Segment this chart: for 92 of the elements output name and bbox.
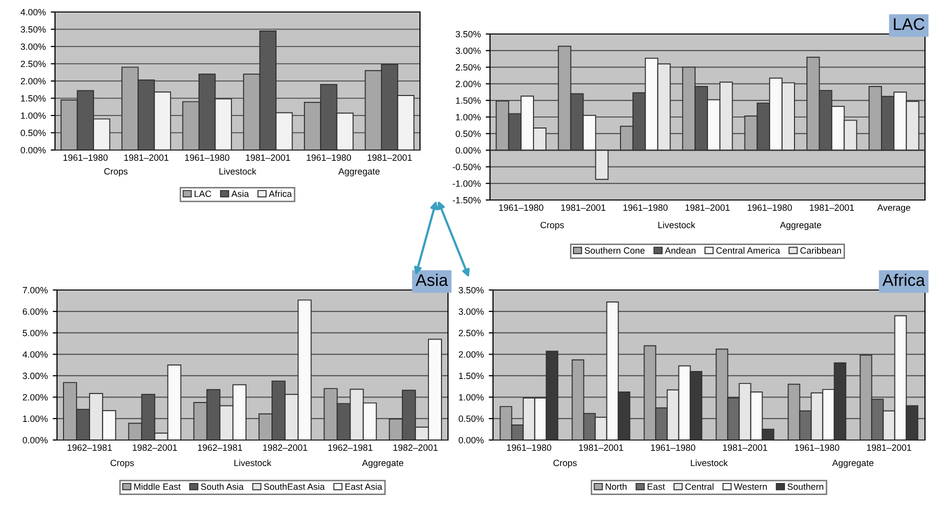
y-tick-label: 3.50% [20,26,46,33]
x-tick-label: 1962–1981 [198,444,242,451]
chart-title: Africa [882,274,925,286]
text: Livestock [690,460,728,466]
legend-label: East Asia [345,483,382,490]
x-tick-label: 1961–1980 [507,444,552,451]
text: Aggregate [362,460,404,468]
x-tick-label: 1962–1981 [328,444,372,451]
legend-label: Southern Cone [584,247,645,254]
y-tick-label: 2.00% [458,351,484,358]
y-tick-label: 1.00% [21,112,46,119]
x-tick-label: 1961–1980 [64,154,108,161]
x-tick-label: 1961–1980 [748,204,792,211]
y-tick-label: 0.00% [456,147,481,154]
legend-label: North [606,483,627,490]
y-tick-label: 3.00% [456,48,481,54]
y-tick-label: 3.00% [20,43,46,50]
legend-label: Andean [664,247,696,254]
y-tick-label: 3.00% [22,372,48,380]
y-tick-label: 2.00% [20,78,46,84]
x-tick-label: Average [877,204,910,213]
y-tick-label: 2.00% [456,80,481,88]
legend-label: LAC [194,190,212,197]
legend-label: Central [685,483,714,490]
y-tick-label: 1.50% [21,95,46,102]
text: Livestock [658,222,696,228]
y-tick-label: -1.50% [452,196,481,204]
text: Livestock [234,460,272,466]
y-tick-label: 2.50% [458,330,484,336]
x-tick-label: 1961–1980 [795,444,840,451]
legend-label: Southern [788,483,824,490]
chart-title: Asia [416,274,448,286]
x-tick-label: 1961–1980 [185,154,230,161]
chart-title: LAC [894,18,924,30]
legend-label: Western [734,484,767,490]
y-tick-label: 2.00% [22,394,48,401]
text: Crops [540,222,564,230]
x-tick-label: 1961–1980 [651,444,696,451]
y-tick-label: -0.50% [452,164,481,170]
y-tick-label: 2.50% [20,60,46,68]
legend-label: Middle East [134,483,181,490]
y-tick-label: 0.50% [456,130,481,137]
y-tick-label: 0.00% [20,146,46,154]
y-tick-label: 3.50% [458,286,484,294]
text: Aggregate [780,222,822,230]
x-tick-label: 1961–1980 [623,204,668,211]
y-tick-label: 0.50% [458,416,484,422]
y-tick-label: 3.00% [458,308,484,315]
y-tick-label: 0.00% [22,436,48,444]
y-tick-label: 3.50% [456,30,481,38]
y-tick-label: 5.00% [22,330,48,336]
text: Aggregate [338,168,380,176]
legend-label: Africa [268,190,292,197]
y-tick-label: 4.00% [22,351,48,358]
x-tick-label: 1981–2001 [867,444,912,451]
legend-label: SouthEast Asia [264,483,325,490]
x-tick-label: 1981–2001 [810,204,854,211]
x-tick-label: 1962–1981 [68,444,112,451]
legend-label: Asia [231,190,249,197]
legend-label: East [648,484,665,490]
y-tick-label: 1.00% [23,416,48,422]
x-tick-label: 1981–2001 [246,154,290,161]
x-tick-label: 1981–2001 [579,444,624,451]
y-tick-label: 4.00% [20,8,46,16]
y-tick-label: -1.00% [452,180,481,187]
y-tick-label: 0.00% [458,436,484,444]
legend-label: Central America [716,247,780,254]
x-tick-label: 1981–2001 [124,154,168,161]
x-tick-label: 1981–2001 [561,204,606,211]
text: Crops [553,460,577,468]
legend-label: Caribbean [800,247,841,254]
x-tick-label: 1981–2001 [686,204,730,211]
y-tick-label: 2.50% [456,64,481,71]
x-tick-label: 1981–2001 [723,444,768,451]
x-tick-label: 1961–1980 [306,154,351,161]
x-tick-label: 1981–2001 [368,154,412,161]
y-tick-label: 0.50% [20,130,46,136]
x-tick-label: 1982–2001 [263,444,308,451]
x-tick-label: 1961–1980 [499,204,544,211]
y-tick-label: 1.50% [456,97,481,104]
text: Aggregate [832,460,874,468]
y-tick-label: 6.00% [22,308,48,315]
legend-label: South Asia [200,483,244,490]
y-tick-label: 7.00% [22,286,48,294]
text: Crops [110,460,134,468]
x-tick-label: 1982–2001 [132,444,177,451]
text: Livestock [219,168,256,175]
y-tick-label: 1.50% [459,372,484,380]
text: Crops [104,168,128,176]
x-tick-label: 1982–2001 [394,444,438,451]
y-tick-label: 1.00% [459,394,484,401]
y-tick-label: 1.00% [456,114,481,120]
